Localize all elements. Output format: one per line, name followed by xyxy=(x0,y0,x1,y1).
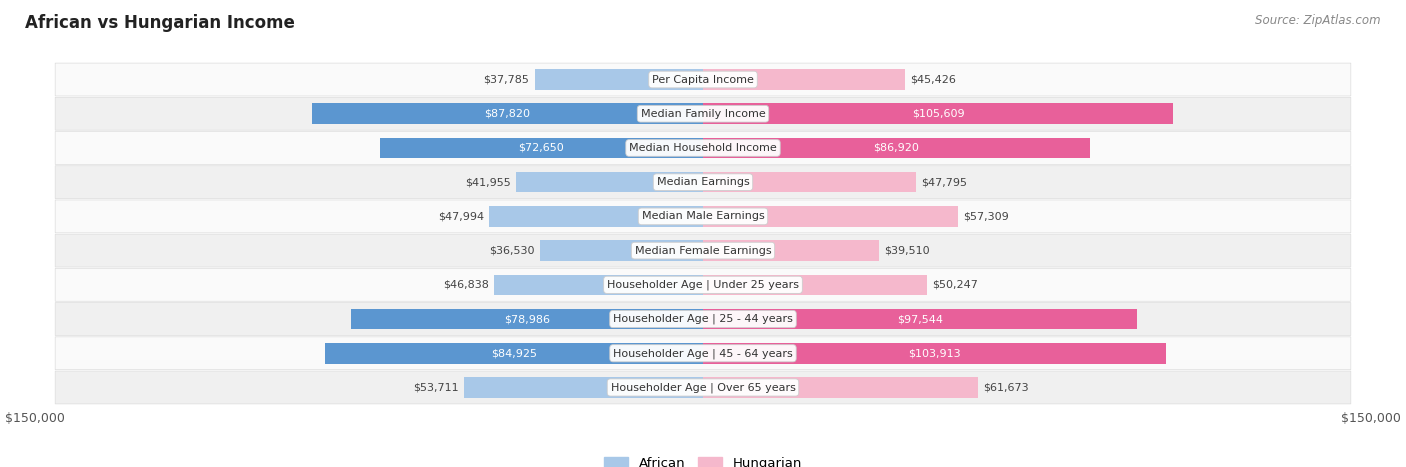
Bar xyxy=(703,241,879,261)
Bar xyxy=(703,377,977,398)
FancyBboxPatch shape xyxy=(55,269,1351,301)
Bar xyxy=(464,377,703,398)
Text: Per Capita Income: Per Capita Income xyxy=(652,75,754,85)
Text: $57,309: $57,309 xyxy=(963,212,1010,221)
FancyBboxPatch shape xyxy=(55,234,1351,267)
Text: $47,994: $47,994 xyxy=(437,212,484,221)
FancyBboxPatch shape xyxy=(55,371,1351,404)
Text: Median Male Earnings: Median Male Earnings xyxy=(641,212,765,221)
Text: $47,795: $47,795 xyxy=(921,177,967,187)
Text: $103,913: $103,913 xyxy=(908,348,960,358)
Bar xyxy=(495,275,703,295)
Text: $61,673: $61,673 xyxy=(983,382,1029,392)
Text: Median Household Income: Median Household Income xyxy=(628,143,778,153)
Text: $97,544: $97,544 xyxy=(897,314,943,324)
FancyBboxPatch shape xyxy=(55,63,1351,96)
Bar xyxy=(312,104,703,124)
Bar xyxy=(703,172,915,192)
Text: Median Earnings: Median Earnings xyxy=(657,177,749,187)
Bar xyxy=(325,343,703,363)
FancyBboxPatch shape xyxy=(55,200,1351,233)
FancyBboxPatch shape xyxy=(55,303,1351,335)
Text: $46,838: $46,838 xyxy=(443,280,489,290)
Bar xyxy=(703,206,957,226)
Text: $53,711: $53,711 xyxy=(413,382,458,392)
Bar xyxy=(489,206,703,226)
Text: $50,247: $50,247 xyxy=(932,280,979,290)
Text: Householder Age | 25 - 44 years: Householder Age | 25 - 44 years xyxy=(613,314,793,324)
Text: Householder Age | Over 65 years: Householder Age | Over 65 years xyxy=(610,382,796,393)
Text: Median Family Income: Median Family Income xyxy=(641,109,765,119)
Bar xyxy=(352,309,703,329)
Bar xyxy=(703,343,1166,363)
Text: $45,426: $45,426 xyxy=(911,75,956,85)
Bar xyxy=(534,69,703,90)
Text: Householder Age | 45 - 64 years: Householder Age | 45 - 64 years xyxy=(613,348,793,359)
Text: $72,650: $72,650 xyxy=(519,143,564,153)
Bar xyxy=(380,138,703,158)
Text: Median Female Earnings: Median Female Earnings xyxy=(634,246,772,255)
Text: African vs Hungarian Income: African vs Hungarian Income xyxy=(25,14,295,32)
Text: Source: ZipAtlas.com: Source: ZipAtlas.com xyxy=(1256,14,1381,27)
Bar xyxy=(516,172,703,192)
Text: $41,955: $41,955 xyxy=(465,177,510,187)
Bar xyxy=(703,309,1137,329)
FancyBboxPatch shape xyxy=(55,132,1351,164)
Text: $84,925: $84,925 xyxy=(491,348,537,358)
Bar xyxy=(703,69,905,90)
Bar xyxy=(703,138,1090,158)
Text: $37,785: $37,785 xyxy=(484,75,530,85)
Legend: African, Hungarian: African, Hungarian xyxy=(599,452,807,467)
Text: $87,820: $87,820 xyxy=(485,109,530,119)
Text: $105,609: $105,609 xyxy=(911,109,965,119)
FancyBboxPatch shape xyxy=(55,166,1351,198)
Text: Householder Age | Under 25 years: Householder Age | Under 25 years xyxy=(607,280,799,290)
Text: $36,530: $36,530 xyxy=(489,246,536,255)
FancyBboxPatch shape xyxy=(55,97,1351,130)
Text: $39,510: $39,510 xyxy=(884,246,929,255)
Text: $78,986: $78,986 xyxy=(505,314,550,324)
FancyBboxPatch shape xyxy=(55,337,1351,370)
Text: $86,920: $86,920 xyxy=(873,143,920,153)
Bar xyxy=(703,275,927,295)
Bar xyxy=(703,104,1173,124)
Bar xyxy=(540,241,703,261)
